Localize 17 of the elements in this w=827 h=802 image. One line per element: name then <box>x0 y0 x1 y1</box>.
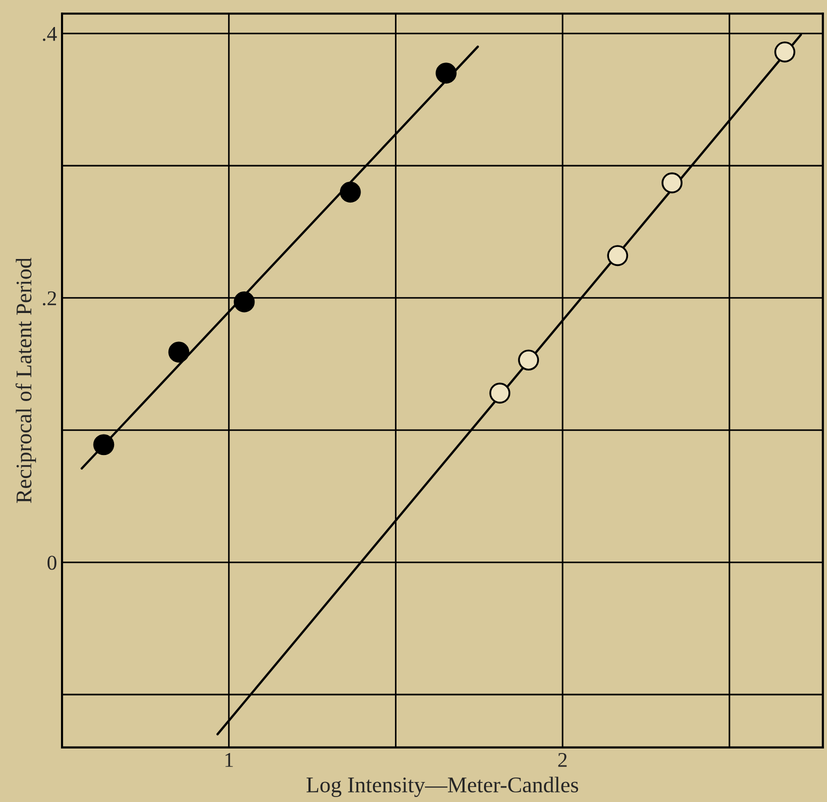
point <box>774 42 796 62</box>
point <box>436 62 457 84</box>
point <box>93 434 114 456</box>
y-tick-label: .4 <box>42 26 57 41</box>
point <box>168 342 190 363</box>
point <box>234 291 255 312</box>
x-tick-label: 1 <box>226 753 233 767</box>
x-axis-title: Log Intensity—Meter-Candles <box>306 776 578 797</box>
point <box>489 382 510 404</box>
y-tick-label: 0 <box>48 556 56 570</box>
point <box>662 172 683 194</box>
point <box>607 245 628 266</box>
y-tick-label: .2 <box>42 291 56 306</box>
point <box>518 350 540 371</box>
point <box>340 182 361 203</box>
y-axis-title: Reciprocal of Latent Period <box>16 258 36 504</box>
x-tick-label: 2 <box>558 752 567 767</box>
